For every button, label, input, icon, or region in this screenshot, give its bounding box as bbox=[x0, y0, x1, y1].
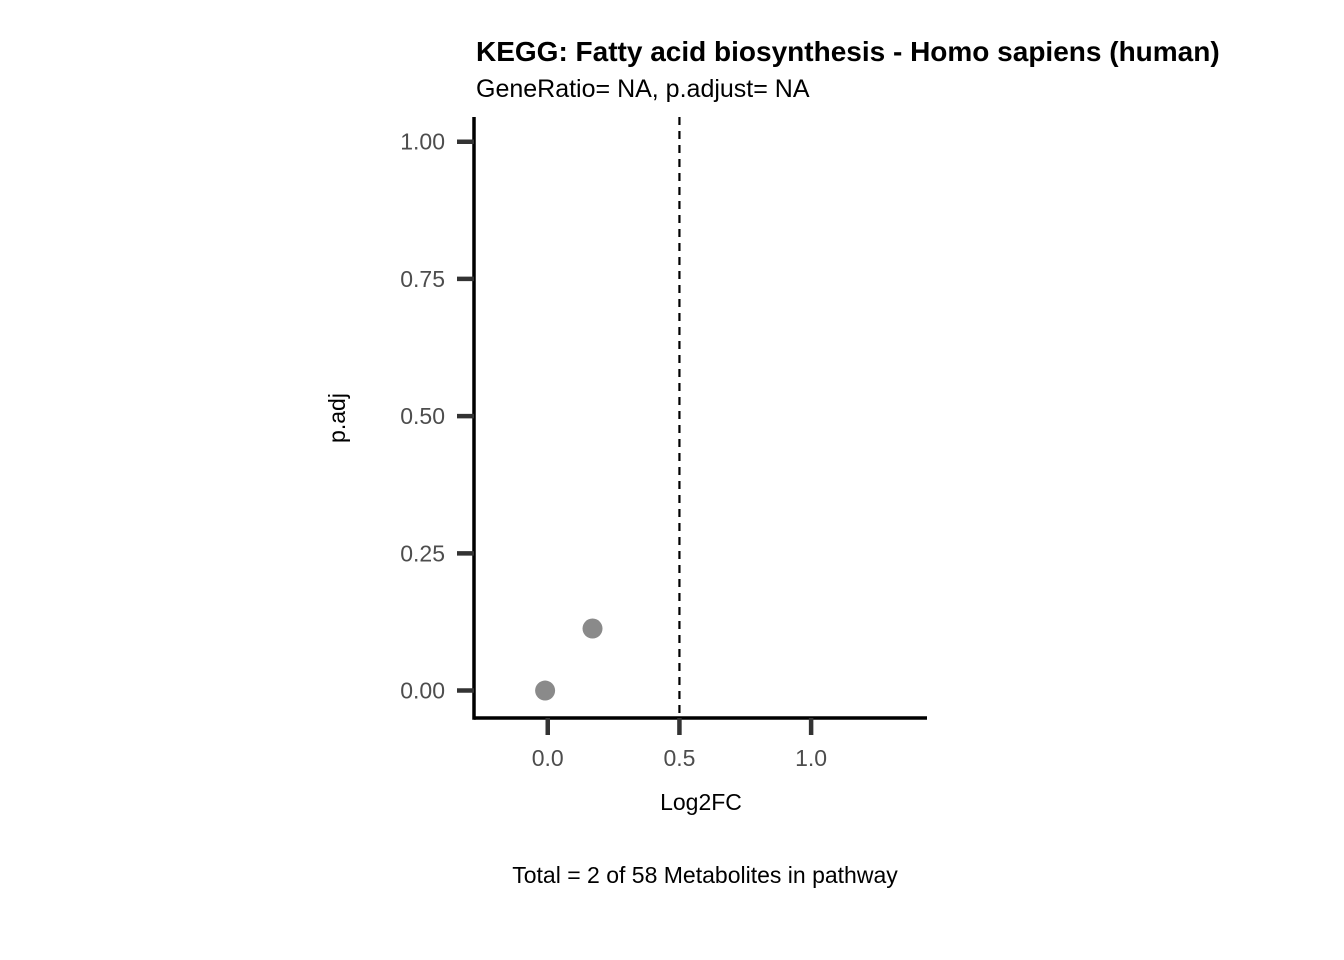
y-tick-label: 0.75 bbox=[400, 266, 445, 292]
data-point-1 bbox=[535, 680, 556, 701]
y-axis-ticks: 0.00 0.25 0.50 0.75 1.00 bbox=[400, 129, 474, 704]
x-tick-label: 1.0 bbox=[795, 745, 827, 771]
y-tick-label: 1.00 bbox=[400, 129, 445, 155]
x-tick-label: 0.0 bbox=[532, 745, 564, 771]
y-axis-title: p.adj bbox=[324, 393, 350, 443]
data-point-2 bbox=[582, 618, 603, 639]
x-axis-ticks: 0.0 0.5 1.0 bbox=[532, 718, 827, 771]
y-tick-label: 0.50 bbox=[400, 403, 445, 429]
chart-title: KEGG: Fatty acid biosynthesis - Homo sap… bbox=[476, 36, 1220, 67]
x-axis-title: Log2FC bbox=[660, 789, 742, 815]
chart-caption: Total = 2 of 58 Metabolites in pathway bbox=[512, 862, 898, 888]
plot-area bbox=[535, 117, 681, 718]
chart-subtitle: GeneRatio= NA, p.adjust= NA bbox=[476, 75, 810, 103]
y-tick-label: 0.25 bbox=[400, 540, 445, 566]
y-tick-label: 0.00 bbox=[400, 678, 445, 704]
x-tick-label: 0.5 bbox=[663, 745, 695, 771]
